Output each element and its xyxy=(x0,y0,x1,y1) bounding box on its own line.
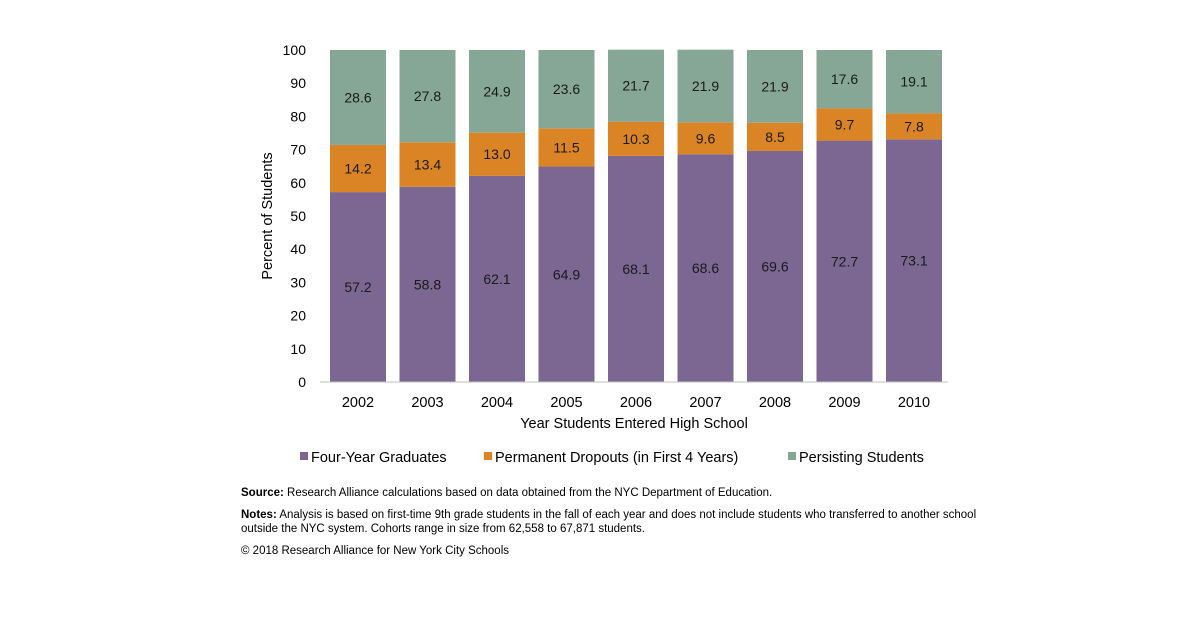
data-label: 28.6 xyxy=(344,89,371,105)
y-axis-title: Percent of Students xyxy=(260,152,276,279)
data-label: 69.6 xyxy=(761,258,788,274)
bar-segment xyxy=(816,140,873,382)
bar-segment xyxy=(330,144,386,193)
y-tick-label: 50 xyxy=(290,208,306,224)
bar-segment xyxy=(677,154,734,382)
y-tick-label: 40 xyxy=(290,241,306,257)
x-tick-label: 2002 xyxy=(342,395,374,411)
bar-segment xyxy=(608,155,664,382)
legend-label: Persisting Students xyxy=(799,450,924,466)
y-tick-label: 10 xyxy=(290,341,306,357)
bar-segment xyxy=(886,113,942,140)
y-tick-label: 30 xyxy=(290,274,306,290)
bar-segment xyxy=(469,175,525,382)
x-axis-title: Year Students Entered High School xyxy=(520,416,748,432)
data-label: 7.8 xyxy=(904,118,924,134)
data-label: 62.1 xyxy=(483,271,510,287)
stacked-bar-chart: 0 10 20 30 40 50 60 70 80 90 100 Percent of Student… xyxy=(260,42,948,466)
bar-segment xyxy=(816,50,873,109)
source-text: Research Alliance calculations based on … xyxy=(283,487,773,499)
data-label: 68.6 xyxy=(692,260,719,276)
y-tick-label: 0 xyxy=(298,374,306,390)
y-tick-label: 90 xyxy=(290,75,306,91)
legend-swatch xyxy=(300,452,308,460)
data-label: 21.7 xyxy=(622,78,649,94)
data-label: 19.1 xyxy=(900,74,927,90)
data-label: 13.4 xyxy=(414,157,441,173)
data-label: 72.7 xyxy=(831,253,858,269)
data-label: 21.9 xyxy=(692,78,719,94)
x-tick-label: 2007 xyxy=(689,395,721,411)
data-label: 11.5 xyxy=(553,139,579,155)
y-tick-label: 60 xyxy=(290,175,306,191)
bar-segment xyxy=(747,150,803,382)
data-label: 27.8 xyxy=(414,88,441,104)
x-tick-label: 2006 xyxy=(620,395,652,411)
x-tick-label: 2010 xyxy=(898,395,930,411)
y-tick-label: 80 xyxy=(290,108,306,124)
bar-segment xyxy=(538,128,595,167)
bar-segment xyxy=(469,50,525,133)
data-label: 8.5 xyxy=(765,129,785,145)
bar-segment xyxy=(538,50,595,129)
data-label: 17.6 xyxy=(831,71,858,87)
x-tick-label: 2005 xyxy=(550,395,582,411)
bar-segment xyxy=(677,49,734,123)
bar-segment xyxy=(886,50,942,114)
data-label: 9.6 xyxy=(696,130,716,146)
y-tick-label: 70 xyxy=(290,142,306,158)
data-label: 57.2 xyxy=(344,279,371,295)
bar-segment xyxy=(330,50,386,145)
x-tick-label: 2009 xyxy=(828,395,860,411)
data-label: 24.9 xyxy=(483,83,510,99)
bar-segment xyxy=(399,50,456,143)
bar-segment xyxy=(399,186,456,382)
bar-segment xyxy=(886,139,942,382)
data-label: 73.1 xyxy=(900,253,927,269)
legend-label: Permanent Dropouts (in First 4 Years) xyxy=(495,450,738,466)
notes-label: Notes: xyxy=(241,509,277,521)
x-tick-label: 2004 xyxy=(481,395,513,411)
bar-segment xyxy=(816,108,873,141)
y-tick-label: 100 xyxy=(283,42,307,58)
bar-segment xyxy=(330,192,386,382)
data-label: 58.8 xyxy=(414,276,441,292)
x-tick-label: 2008 xyxy=(759,395,791,411)
legend-swatch xyxy=(788,452,796,460)
data-label: 13.0 xyxy=(483,146,510,162)
bar-segment xyxy=(469,132,525,176)
notes-text: Analysis is based on first-time 9th grad… xyxy=(241,509,977,535)
data-label: 64.9 xyxy=(553,266,580,282)
legend-swatch xyxy=(484,452,492,460)
copyright-note: © 2018 Research Alliance for New York Ci… xyxy=(241,545,509,557)
x-tick-label: 2003 xyxy=(411,395,443,411)
data-label: 68.1 xyxy=(622,261,649,277)
bar-segment xyxy=(399,142,456,187)
data-label: 21.9 xyxy=(761,78,788,94)
y-tick-label: 20 xyxy=(290,308,306,324)
bar-segment xyxy=(608,121,664,156)
bar-segment xyxy=(747,122,803,151)
bar-segment xyxy=(677,122,734,155)
bar-segment xyxy=(608,49,664,122)
data-label: 10.3 xyxy=(622,131,649,147)
data-label: 9.7 xyxy=(835,117,855,133)
bar-segment xyxy=(538,166,595,382)
source-note: Source: Research Alliance calculations b… xyxy=(241,486,981,500)
data-label: 23.6 xyxy=(553,81,580,97)
data-label: 14.2 xyxy=(344,161,371,177)
source-label: Source: xyxy=(241,487,284,499)
notes-note: Notes: Analysis is based on first-time 9… xyxy=(241,508,981,536)
legend-label: Four-Year Graduates xyxy=(311,450,447,466)
chart-notes: Source: Research Alliance calculations b… xyxy=(241,486,981,566)
bar-segment xyxy=(747,50,803,123)
